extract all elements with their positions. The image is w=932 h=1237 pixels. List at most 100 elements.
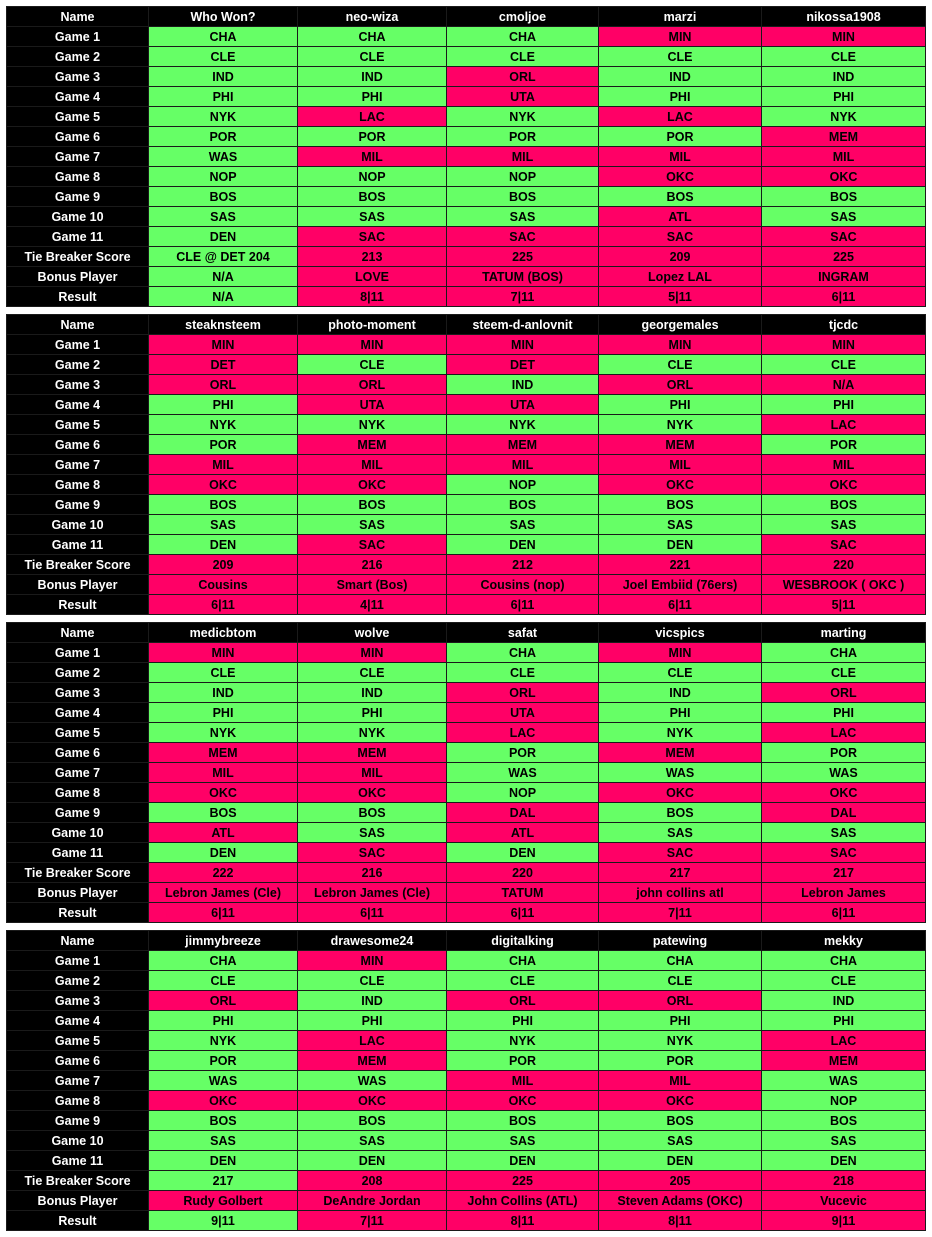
- pick-cell: PHI: [148, 86, 298, 107]
- pick-cell: POR: [446, 126, 599, 147]
- pick-cell: NOP: [446, 474, 599, 495]
- pick-cell: SAC: [598, 226, 762, 247]
- pick-cell: NYK: [148, 722, 298, 743]
- pick-cell: LAC: [446, 722, 599, 743]
- pick-cell: MIL: [761, 146, 926, 167]
- pick-cell: SAS: [148, 206, 298, 227]
- pick-cell: john collins atl: [598, 882, 762, 903]
- pick-cell: TATUM: [446, 882, 599, 903]
- table-row: Game 10 SAS SAS SAS SAS SAS: [6, 514, 926, 535]
- table-row: Tie Breaker Score 209 216 212 221 220: [6, 554, 926, 575]
- pick-cell: MIL: [297, 454, 447, 475]
- pick-cell: Joel Embiid (76ers): [598, 574, 762, 595]
- pick-cell: UTA: [446, 702, 599, 723]
- pick-cell: IND: [148, 682, 298, 703]
- pick-cell: BOS: [446, 186, 599, 207]
- pick-cell: POR: [761, 742, 926, 763]
- pick-cell: 7|11: [598, 902, 762, 923]
- pick-cell: MIN: [297, 334, 447, 355]
- pick-cell: MIL: [598, 454, 762, 475]
- pick-cell: SAS: [761, 514, 926, 535]
- player-name-header: tjcdc: [761, 314, 926, 335]
- table-row: Game 5 NYK LAC NYK NYK LAC: [6, 1030, 926, 1051]
- row-label-game-10: Game 10: [6, 1130, 149, 1151]
- pick-cell: ORL: [761, 682, 926, 703]
- pick-cell: 4|11: [297, 594, 447, 615]
- pick-cell: 8|11: [297, 286, 447, 307]
- table-row: Game 6 POR POR POR POR MEM: [6, 126, 926, 147]
- pick-cell: PHI: [761, 86, 926, 107]
- table-row: Game 10 SAS SAS SAS ATL SAS: [6, 206, 926, 227]
- pick-cell: CHA: [148, 950, 298, 971]
- row-label-game-11: Game 11: [6, 1150, 149, 1171]
- player-name-header: steem-d-anlovnit: [446, 314, 599, 335]
- table-row: Game 11 DEN SAC DEN SAC SAC: [6, 842, 926, 863]
- pick-cell: IND: [148, 66, 298, 87]
- table-row: Game 1 MIN MIN MIN MIN MIN: [6, 334, 926, 355]
- table-row: Tie Breaker Score CLE @ DET 204 213 225 209 2…: [6, 246, 926, 267]
- pick-cell: 9|11: [148, 1210, 298, 1231]
- pick-cell: DEN: [297, 1150, 447, 1171]
- name-header: Name: [6, 930, 149, 951]
- table-row: Result N/A 8|11 7|11 5|11 6|11: [6, 286, 926, 307]
- row-label-game-9: Game 9: [6, 1110, 149, 1131]
- pick-cell: ATL: [446, 822, 599, 843]
- pick-cell: WAS: [148, 1070, 298, 1091]
- picks-table: Name jimmybreeze drawesome24 digitalking pat…: [6, 930, 926, 1231]
- pick-cell: MEM: [598, 742, 762, 763]
- table-row: Game 3 IND IND ORL IND IND: [6, 66, 926, 87]
- pick-cell: DEN: [761, 1150, 926, 1171]
- pick-cell: IND: [598, 682, 762, 703]
- table-row: Game 6 POR MEM MEM MEM POR: [6, 434, 926, 455]
- pick-cell: 9|11: [761, 1210, 926, 1231]
- pick-cell: CLE: [598, 354, 762, 375]
- pick-cell: ORL: [446, 682, 599, 703]
- table-row: Game 2 CLE CLE CLE CLE CLE: [6, 46, 926, 67]
- pick-cell: SAS: [297, 1130, 447, 1151]
- pick-cell: Smart (Bos): [297, 574, 447, 595]
- row-label-result: Result: [6, 594, 149, 615]
- pick-cell: Cousins (nop): [446, 574, 599, 595]
- pick-cell: PHI: [761, 702, 926, 723]
- pick-cell: 225: [446, 1170, 599, 1191]
- pick-cell: IND: [598, 66, 762, 87]
- pick-cell: 205: [598, 1170, 762, 1191]
- pick-cell: 216: [297, 554, 447, 575]
- pick-cell: SAS: [297, 206, 447, 227]
- table-row: Game 5 NYK LAC NYK LAC NYK: [6, 106, 926, 127]
- row-label-game-6: Game 6: [6, 434, 149, 455]
- pick-cell: PHI: [598, 1010, 762, 1031]
- row-label-game-7: Game 7: [6, 762, 149, 783]
- pick-cell: OKC: [761, 782, 926, 803]
- pick-cell: IND: [761, 990, 926, 1011]
- table-row: Game 7 WAS WAS MIL MIL WAS: [6, 1070, 926, 1091]
- player-name-header: vicspics: [598, 622, 762, 643]
- row-label-result: Result: [6, 286, 149, 307]
- pick-cell: 220: [446, 862, 599, 883]
- pick-cell: WAS: [148, 146, 298, 167]
- table-row: Game 3 IND IND ORL IND ORL: [6, 682, 926, 703]
- player-name-header: marzi: [598, 6, 762, 27]
- pick-cell: 8|11: [598, 1210, 762, 1231]
- table-row: Game 9 BOS BOS BOS BOS BOS: [6, 1110, 926, 1131]
- pick-cell: NYK: [297, 414, 447, 435]
- pick-cell: 7|11: [297, 1210, 447, 1231]
- row-label-game-8: Game 8: [6, 166, 149, 187]
- row-label-result: Result: [6, 902, 149, 923]
- pick-cell: OKC: [148, 474, 298, 495]
- pick-cell: 7|11: [446, 286, 599, 307]
- row-label-game-5: Game 5: [6, 414, 149, 435]
- player-name-header: jimmybreeze: [148, 930, 298, 951]
- row-label-game-3: Game 3: [6, 374, 149, 395]
- pick-cell: ORL: [446, 66, 599, 87]
- row-label-game-2: Game 2: [6, 662, 149, 683]
- row-label-game-7: Game 7: [6, 1070, 149, 1091]
- header-row: Name steaknsteem photo-moment steem-d-anlov…: [6, 314, 926, 335]
- pick-cell: CLE: [598, 662, 762, 683]
- pick-cell: IND: [297, 682, 447, 703]
- pick-cell: NOP: [297, 166, 447, 187]
- pick-cell: MIN: [598, 26, 762, 47]
- row-label-tie-breaker-score: Tie Breaker Score: [6, 246, 149, 267]
- player-name-header: digitalking: [446, 930, 599, 951]
- pick-cell: OKC: [297, 474, 447, 495]
